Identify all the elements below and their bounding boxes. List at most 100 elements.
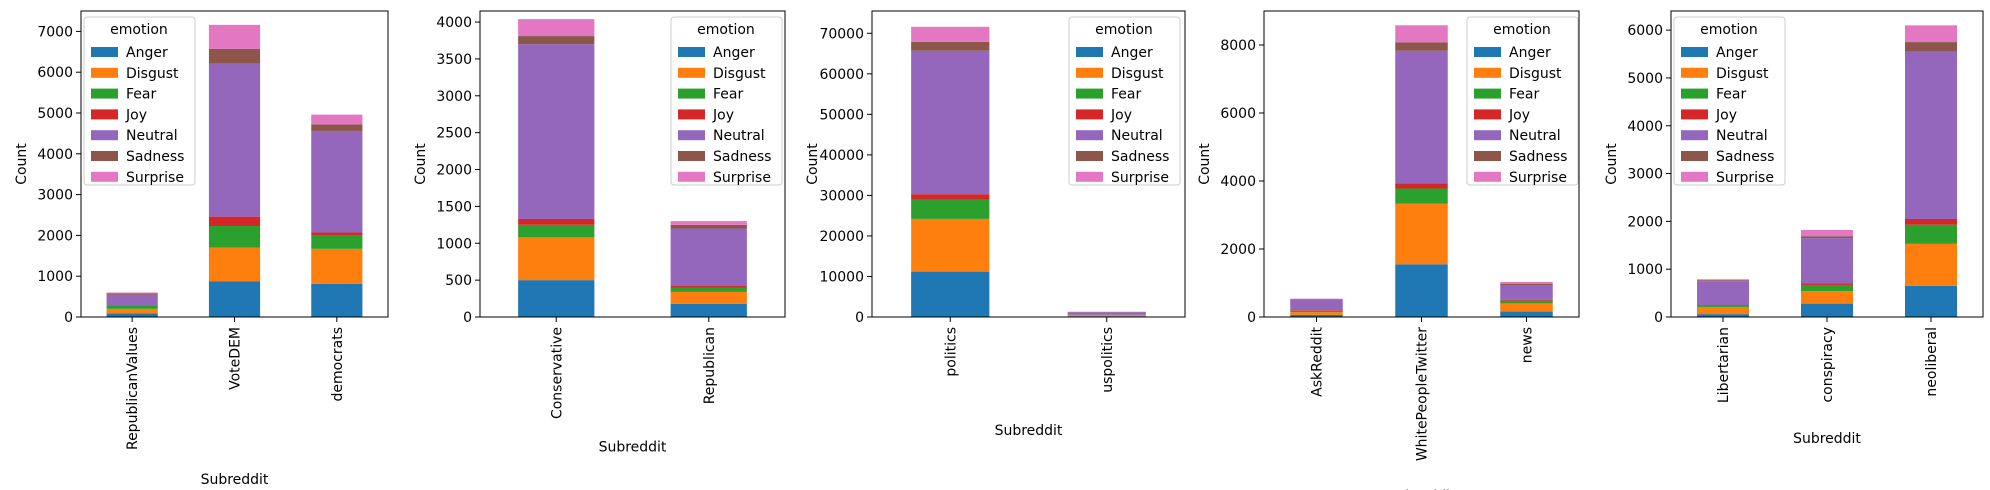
bar-anger-conservative <box>518 280 595 317</box>
bar-anger-news <box>1500 311 1553 317</box>
bar-neutral-conspiracy <box>1801 238 1853 284</box>
bar-sadness-republican <box>670 224 747 229</box>
bar-disgust-whitepeopletwitter <box>1395 203 1448 265</box>
legend-swatch-sadness <box>1474 151 1501 161</box>
bar-joy-democrats <box>311 232 363 235</box>
bar-surprise-whitepeopletwitter <box>1395 25 1448 43</box>
bar-sadness-whitepeopletwitter <box>1395 42 1448 51</box>
bar-joy-republicanvalues <box>106 305 158 306</box>
y-tick-label: 5000 <box>37 106 73 122</box>
bar-neutral-conservative <box>518 44 595 219</box>
y-tick-label: 2000 <box>1627 214 1663 230</box>
legend-label-joy: Joy <box>712 107 734 123</box>
y-tick-label: 3000 <box>436 89 472 105</box>
legend-swatch-disgust <box>1681 67 1708 78</box>
bar-neutral-republicanvalues <box>106 294 158 306</box>
bar-anger-republicanvalues <box>106 313 158 317</box>
axes-frame <box>871 10 1186 318</box>
y-axis-label: Count <box>14 143 30 185</box>
legend-box <box>1673 16 1786 186</box>
bar-disgust-libertarian <box>1697 306 1749 315</box>
legend-label-joy: Joy <box>1715 107 1737 123</box>
bar-fear-politics <box>911 199 990 219</box>
y-tick-label: 3000 <box>37 188 73 204</box>
bar-disgust-uspolitics <box>1067 315 1146 317</box>
bar-anger-votedem <box>208 281 261 317</box>
y-tick-label: 1000 <box>1627 262 1663 278</box>
y-tick-label: 1000 <box>436 236 472 252</box>
x-axis-label: Subreddit <box>995 423 1063 439</box>
bar-joy-conservative <box>518 218 595 225</box>
y-tick-label: 4000 <box>436 15 472 31</box>
legend-swatch-surprise <box>1076 171 1103 182</box>
y-tick-label: 4000 <box>1220 174 1256 190</box>
bar-neutral-politics <box>911 50 990 195</box>
legend-swatch-neutral <box>1076 130 1103 141</box>
bar-disgust-askreddit <box>1290 312 1343 315</box>
x-tick-label: uspolitics <box>1100 327 1116 393</box>
y-axis-label: Count <box>1197 143 1213 185</box>
y-tick-label: 1000 <box>37 269 73 285</box>
bar-joy-whitepeopletwitter <box>1395 183 1448 189</box>
legend-label-surprise: Surprise <box>126 170 184 186</box>
bar-neutral-libertarian <box>1697 281 1749 306</box>
legend-label-disgust: Disgust <box>713 66 766 82</box>
bar-surprise-republicanvalues <box>106 292 158 294</box>
chart-panel-3: 0 10000 20000 30000 40000 50000 60000 70000 poli… <box>805 10 1186 439</box>
legend-swatch-joy <box>1474 109 1501 120</box>
legend-swatch-surprise <box>678 171 705 182</box>
bar-surprise-republican <box>670 221 747 225</box>
bar-sadness-libertarian <box>1697 280 1749 282</box>
y-tick-label: 7000 <box>37 24 73 40</box>
y-axis-label: Count <box>805 143 821 185</box>
legend-label-sadness: Sadness <box>126 149 184 165</box>
legend-label-surprise: Surprise <box>713 170 771 186</box>
bar-joy-conspiracy <box>1801 283 1853 285</box>
legend-label-surprise: Surprise <box>1716 170 1774 186</box>
legend-swatch-anger <box>1681 47 1708 57</box>
bar-sadness-democrats <box>311 124 363 131</box>
bar-anger-politics <box>911 271 990 317</box>
bar-disgust-votedem <box>208 247 261 282</box>
legend-label-surprise: Surprise <box>1509 170 1567 186</box>
legend-label-disgust: Disgust <box>126 66 179 82</box>
legend-label-anger: Anger <box>1509 45 1551 61</box>
y-tick-label: 2000 <box>436 163 472 179</box>
y-tick-label: 0 <box>64 310 73 326</box>
chart-panel-4: 0 2000 4000 6000 8000 AskReddit WhitePeopleTwi… <box>1197 10 1580 490</box>
legend-title: emotion <box>1493 22 1551 38</box>
legend-box <box>670 16 783 186</box>
legend-label-neutral: Neutral <box>1716 128 1768 144</box>
legend-label-fear: Fear <box>1716 87 1746 103</box>
y-tick-label: 4000 <box>1627 119 1663 135</box>
y-tick-label: 40000 <box>819 148 864 164</box>
bar-surprise-conservative <box>518 19 595 37</box>
y-tick-label: 2000 <box>37 228 73 244</box>
legend-box <box>1068 16 1181 186</box>
bar-surprise-votedem <box>208 24 261 49</box>
y-tick-label: 70000 <box>819 26 864 42</box>
legend-label-joy: Joy <box>1508 107 1530 123</box>
legend-label-neutral: Neutral <box>1111 128 1163 144</box>
legend-label-fear: Fear <box>1509 87 1539 103</box>
x-tick-label: Republican <box>702 327 718 404</box>
bar-surprise-democrats <box>311 114 363 125</box>
bar-joy-votedem <box>208 216 261 227</box>
legend-swatch-joy <box>678 109 705 120</box>
bar-fear-askreddit <box>1290 310 1343 313</box>
legend-swatch-anger <box>91 47 118 57</box>
legend-swatch-anger <box>1076 47 1103 57</box>
legend-label-fear: Fear <box>713 87 743 103</box>
legend: emotion Anger Disgust Fear Joy Neutral Sadness… <box>1068 16 1181 186</box>
bar-disgust-politics <box>911 218 990 272</box>
legend-title: emotion <box>1095 22 1153 38</box>
legend-label-sadness: Sadness <box>1716 149 1774 165</box>
bar-fear-whitepeopletwitter <box>1395 188 1448 204</box>
legend-label-disgust: Disgust <box>1111 66 1164 82</box>
legend-label-sadness: Sadness <box>713 149 771 165</box>
legend-box <box>83 16 196 186</box>
legend-label-disgust: Disgust <box>1716 66 1769 82</box>
bar-disgust-republican <box>670 291 747 304</box>
y-tick-label: 4000 <box>37 147 73 163</box>
